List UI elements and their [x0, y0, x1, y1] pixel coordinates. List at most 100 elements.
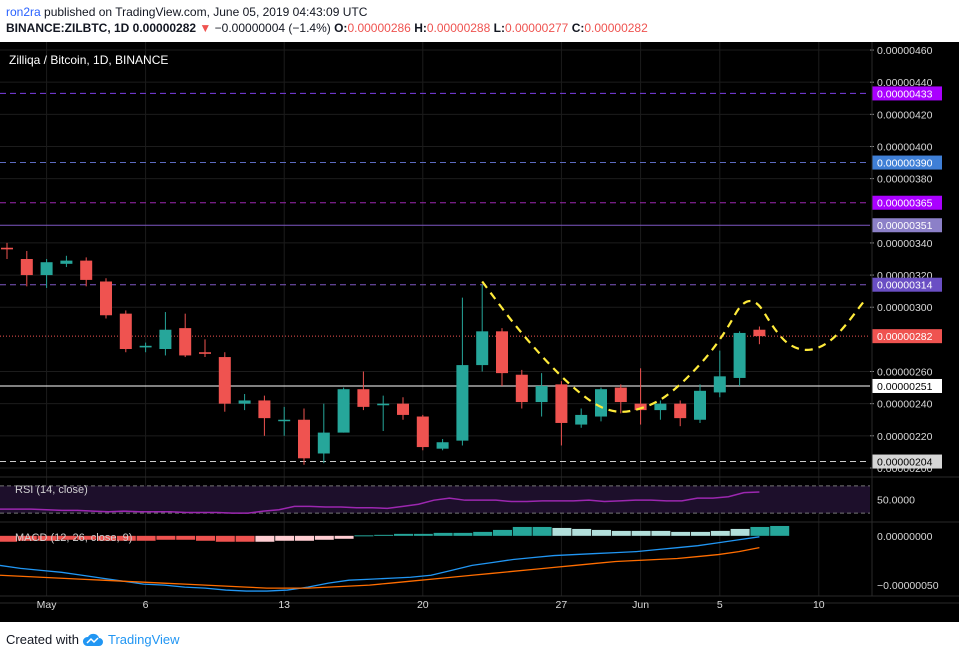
x-tick-label: 5 — [717, 599, 723, 611]
candle-body — [496, 331, 508, 374]
candle-body — [119, 313, 132, 350]
candle — [377, 395, 390, 431]
level-label-bg — [872, 86, 942, 101]
candle — [753, 326, 766, 345]
candle — [218, 352, 231, 412]
y-tick-label: 0.00000300 — [877, 302, 933, 314]
candle-body — [20, 259, 33, 276]
candle-body — [595, 389, 607, 417]
candle — [733, 331, 746, 386]
macd-histogram-bar — [77, 535, 97, 540]
macd-histogram-bar — [116, 535, 136, 541]
published-text: published on TradingView.com, June 05, 2… — [44, 5, 368, 19]
candle — [119, 310, 132, 353]
candle — [595, 387, 607, 422]
macd-label: MACD (12, 26, close, 9) — [15, 532, 132, 544]
macd-histogram-bar — [592, 529, 611, 536]
candle — [317, 403, 330, 464]
macd-tick-label: 0.00000000 — [877, 531, 933, 543]
candle-body — [218, 357, 231, 404]
symbol-interval: BINANCE:ZILBTC, 1D — [6, 21, 130, 35]
candle-body — [298, 419, 310, 459]
candle — [674, 400, 687, 427]
x-tick-label: May — [37, 599, 58, 611]
last-price: 0.00000282 — [132, 21, 197, 35]
y-tick-label: 0.00000340 — [877, 238, 933, 250]
y-tick-label: 0.00000400 — [877, 141, 933, 153]
candle — [159, 312, 172, 356]
candle-body — [753, 329, 766, 337]
y-tick-label: 0.00000460 — [877, 45, 933, 57]
open-value: 0.00000286 — [347, 21, 411, 35]
level-label: 0.00000251 — [877, 381, 933, 393]
candle — [278, 406, 291, 436]
down-triangle-icon: ▼ — [199, 21, 212, 35]
candle-body — [634, 403, 647, 411]
candle — [555, 381, 568, 446]
candle-body — [139, 345, 152, 348]
candle-body — [159, 329, 172, 350]
x-tick-label: 13 — [278, 599, 290, 611]
footer: Created with TradingView — [6, 632, 180, 647]
candle-body — [60, 260, 73, 264]
level-label: 0.00000433 — [877, 88, 933, 100]
candle-body — [456, 365, 469, 441]
candle — [298, 408, 310, 465]
level-label-bg — [872, 277, 942, 292]
macd-histogram-bar — [334, 535, 354, 539]
rsi-line — [0, 491, 760, 514]
y-tick-label: 0.00000440 — [877, 77, 933, 89]
rsi-tick-label: 50.0000 — [877, 495, 915, 507]
candle — [476, 284, 489, 372]
candle — [515, 369, 528, 409]
tradingview-brand[interactable]: TradingView — [107, 632, 180, 647]
macd-histogram-bar — [730, 528, 750, 536]
publish-header: ron2ra published on TradingView.com, Jun… — [6, 4, 648, 36]
candle — [80, 257, 93, 287]
x-tick-label: 6 — [143, 599, 149, 611]
macd-histogram-bar — [532, 526, 552, 536]
level-label: 0.00000282 — [877, 331, 933, 343]
level-label: 0.00000204 — [877, 457, 933, 469]
macd-histogram-bar — [37, 535, 57, 541]
candle-body — [317, 432, 330, 454]
candle — [40, 259, 53, 288]
created-with-text: Created with — [6, 632, 79, 647]
candle-body — [713, 376, 726, 393]
candle-body — [694, 390, 706, 420]
macd-histogram-bar — [17, 535, 37, 541]
macd-histogram-bar — [512, 526, 532, 536]
close-value: 0.00000282 — [584, 21, 648, 35]
candle — [60, 255, 73, 268]
candle-body — [575, 414, 588, 425]
candle — [535, 373, 548, 417]
low-value: 0.00000277 — [504, 21, 569, 35]
macd-histogram-bar — [295, 535, 314, 541]
candle — [634, 368, 647, 425]
level-label-bg — [872, 195, 942, 210]
y-tick-label: 0.00000220 — [877, 431, 933, 443]
level-label-bg — [872, 454, 942, 469]
candle — [1, 242, 13, 259]
candle — [199, 339, 211, 358]
macd-histogram-bar — [136, 535, 156, 541]
candle — [100, 278, 112, 319]
candle-body — [535, 385, 548, 403]
y-tick-label: 0.00000380 — [877, 174, 933, 186]
candle — [258, 395, 271, 436]
macd-histogram-bar — [275, 535, 295, 541]
close-label: C: — [571, 21, 585, 35]
macd-histogram-bar — [235, 535, 255, 542]
macd-histogram-bar — [572, 528, 592, 536]
author-link[interactable]: ron2ra — [6, 5, 41, 19]
pattern-dashed-curve — [481, 280, 866, 413]
macd-histogram-bar — [453, 532, 473, 536]
candle-body — [80, 260, 93, 280]
macd-histogram-bar — [314, 535, 334, 540]
candle-body — [416, 416, 429, 448]
candle-body — [100, 281, 112, 316]
macd-histogram-bar — [710, 530, 730, 536]
candle-body — [555, 384, 568, 423]
trading-chart[interactable]: Zilliqa / Bitcoin, 1D, BINANCE RSI (14, c… — [0, 42, 959, 622]
candle-body — [1, 247, 13, 250]
